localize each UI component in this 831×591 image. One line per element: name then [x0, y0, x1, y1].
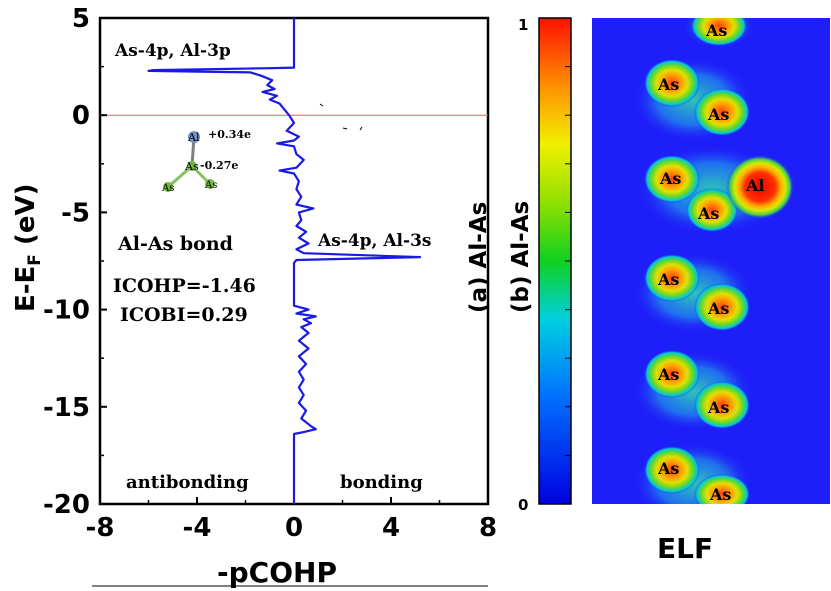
- elf-atom-label: As: [709, 485, 731, 504]
- stray-mark: [319, 103, 324, 107]
- as-atom: [187, 161, 197, 171]
- panel-b-title: (b) Al-As: [508, 201, 534, 313]
- elf-basin: [694, 283, 750, 331]
- y-tick-label: -20: [43, 490, 90, 520]
- elf-atom-label: As: [707, 299, 729, 318]
- elf-basin: [694, 474, 750, 504]
- elf-basin: [691, 18, 747, 46]
- icohp-label: ICOHP=-1.46: [113, 275, 256, 297]
- x-tick-label: 0: [285, 513, 303, 543]
- x-tick-label: -4: [183, 513, 212, 543]
- bond-as-as: [167, 164, 193, 189]
- elf-basin: [686, 188, 738, 232]
- y-tick-label: -5: [61, 198, 90, 228]
- y-tick-label: 0: [72, 101, 90, 131]
- pcohp-panel: -8 -4 0 4 8 5 0 -5 -10 -15 -20 As-4p, Al-3p As-4p,…: [11, 4, 497, 589]
- inset-al-charge: +0.34e: [208, 128, 251, 141]
- plot-frame: [98, 16, 490, 506]
- annotation-peak-mid: As-4p, Al-3s: [317, 231, 431, 251]
- tick-labels: -8 -4 0 4 8 5 0 -5 -10 -15 -20: [43, 4, 497, 543]
- stray-mark: [342, 127, 348, 130]
- inset-as-label: As: [204, 180, 217, 191]
- as-atom: [205, 179, 215, 189]
- elf-atom-label: As: [707, 105, 729, 124]
- elf-colorbar: 1 0: [518, 16, 572, 514]
- elf-basin: [644, 254, 700, 302]
- inset-al-label: Al: [187, 131, 200, 144]
- elf-atom-label: As: [657, 365, 679, 384]
- y-axis-label: E-EF (eV): [11, 183, 45, 312]
- stray-mark: [359, 126, 363, 131]
- inset-as-label: As: [184, 160, 199, 173]
- elf-atom-label: As: [697, 204, 719, 223]
- panel-a-title: (a) Al-As: [466, 202, 492, 313]
- inset-as-charge: -0.27e: [200, 159, 238, 172]
- bonding-label: bonding: [340, 472, 423, 493]
- elf-basin: [694, 381, 750, 429]
- annotation-peak-top: As-4p, Al-3p: [114, 41, 231, 61]
- pcohp-curve: [147, 18, 422, 504]
- bond-label: Al-As bond: [117, 233, 233, 255]
- elf-basin-al: [726, 155, 794, 219]
- x-tick-label: -8: [86, 513, 115, 543]
- antibonding-label: antibonding: [126, 472, 249, 493]
- elf-atom-label: Al: [745, 176, 765, 195]
- y-tick-label: -15: [43, 393, 90, 423]
- elf-basin: [644, 446, 700, 494]
- colorbar-max-label: 1: [518, 16, 528, 34]
- axis-ticks: [99, 17, 489, 505]
- elf-atom-label: As: [657, 75, 679, 94]
- elf-atom-label: As: [657, 270, 679, 289]
- elf-atom-label: As: [657, 459, 679, 478]
- elf-title: ELF: [657, 532, 713, 565]
- elf-basin: [694, 88, 750, 136]
- elf-atom-label: As: [705, 21, 727, 40]
- x-tick-label: 4: [382, 513, 400, 543]
- y-tick-label: 5: [72, 4, 90, 34]
- inset-as-label: As: [161, 183, 174, 194]
- inset-molecule: Al +0.34e As -0.27e As As: [161, 128, 251, 194]
- al-atom: [188, 131, 200, 143]
- elf-map: As As As As Al As As As As As As As: [592, 18, 830, 504]
- x-tick-label: 8: [479, 513, 497, 543]
- icobi-label: ICOBI=0.29: [120, 304, 248, 326]
- y-tick-label: -10: [43, 296, 90, 326]
- elf-atom-label: As: [707, 398, 729, 417]
- elf-atom-label: As: [659, 169, 681, 188]
- elf-basin: [644, 350, 700, 398]
- as-atom: [163, 182, 173, 192]
- colorbar-min-label: 0: [518, 496, 528, 514]
- elf-basin: [644, 155, 700, 203]
- x-axis-label: -pCOHP: [217, 556, 337, 589]
- elf-basin: [644, 59, 700, 107]
